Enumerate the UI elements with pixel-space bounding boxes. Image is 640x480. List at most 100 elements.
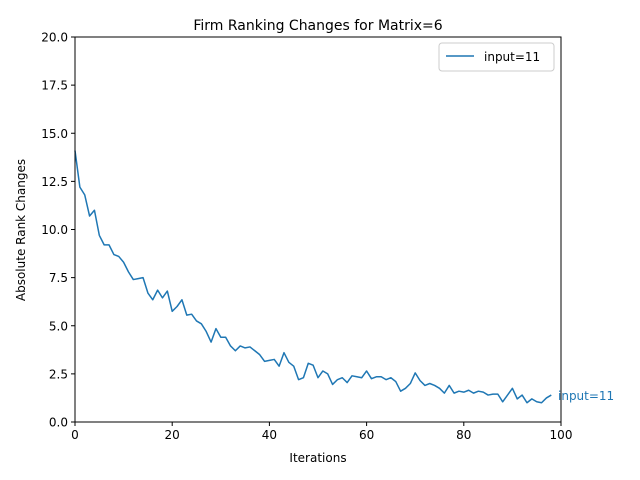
legend-box [438,42,555,72]
data-point [541,402,543,404]
x-axis: 0 20 40 60 80 100 [71,422,572,442]
data-point [220,337,222,339]
legend: input=11 [438,42,555,72]
data-point [414,372,416,374]
legend-label: input=11 [484,50,540,64]
data-point [278,365,280,367]
data-point [434,385,436,387]
data-point [176,306,178,308]
data-point [244,347,246,349]
data-point [322,370,324,372]
y-tick-label: 15.0 [41,127,68,141]
data-point [108,244,110,246]
x-tick-label: 20 [165,428,180,442]
data-point [346,382,348,384]
data-point [468,389,470,391]
data-point [269,360,271,362]
data-point [332,384,334,386]
data-point [123,261,125,263]
chart-title: Firm Ranking Changes for Matrix=6 [193,18,442,34]
axes-frame [74,36,562,423]
plot-area [74,36,562,423]
data-point [142,277,144,279]
data-point [463,391,465,393]
series-line [74,150,552,404]
data-point [550,394,552,396]
data-point [162,297,164,299]
data-point [201,323,203,325]
data-point [390,377,392,379]
data-point [351,375,353,377]
data-point [429,383,431,385]
data-point [133,279,135,281]
data-point [215,328,217,330]
data-point [371,378,373,380]
data-point [191,313,193,315]
data-point [385,379,387,381]
data-point [502,401,504,403]
data-point [196,320,198,322]
x-tick-label: 60 [359,428,374,442]
data-point [167,290,169,292]
y-tick-label: 5.0 [49,319,68,333]
data-point [448,385,450,387]
data-point [521,394,523,396]
data-point [507,394,509,396]
data-point [546,397,548,399]
data-point [317,377,319,379]
data-point [103,244,105,246]
data-point [405,388,407,390]
data-point [288,362,290,364]
data-point [147,292,149,294]
data-point [516,398,518,400]
data-point [273,359,275,361]
data-point [264,361,266,363]
data-point [395,381,397,383]
y-tick-label: 17.5 [41,79,68,93]
data-point [356,376,358,378]
data-point [458,390,460,392]
y-tick-label: 0.0 [49,416,68,430]
data-point [492,393,494,395]
data-point [89,215,91,217]
data-point [327,373,329,375]
data-point [307,362,309,364]
data-point [380,376,382,378]
data-point [376,376,378,378]
data-point [181,299,183,301]
data-point [482,391,484,393]
data-point [342,377,344,379]
x-tick-label: 40 [262,428,277,442]
data-point [312,364,314,366]
data-point [171,311,173,313]
data-point [526,402,528,404]
data-point [536,401,538,403]
x-tick-label: 0 [71,428,79,442]
series-end-label: input=11 [558,389,614,403]
x-tick-label: 100 [550,428,573,442]
data-point [210,341,212,343]
data-point [128,271,130,273]
data-point [283,352,285,354]
data-point [254,350,256,352]
data-point [94,209,96,211]
data-point [118,256,120,258]
data-point [293,365,295,367]
data-point [424,385,426,387]
y-tick-label: 20.0 [41,31,68,45]
data-point [205,331,207,333]
data-point [249,346,251,348]
data-point [444,392,446,394]
y-tick-label: 10.0 [41,223,68,237]
x-tick-label: 80 [456,428,471,442]
data-point [225,337,227,339]
data-point [79,186,81,188]
y-axis-label: Absolute Rank Changes [14,159,28,301]
y-axis: 0.0 2.5 5.0 7.5 10.0 12.5 15.0 17.5 20.0 [41,31,75,430]
data-point [439,388,441,390]
data-point [473,392,475,394]
data-point [487,394,489,396]
data-point [303,377,305,379]
data-point [512,388,514,390]
